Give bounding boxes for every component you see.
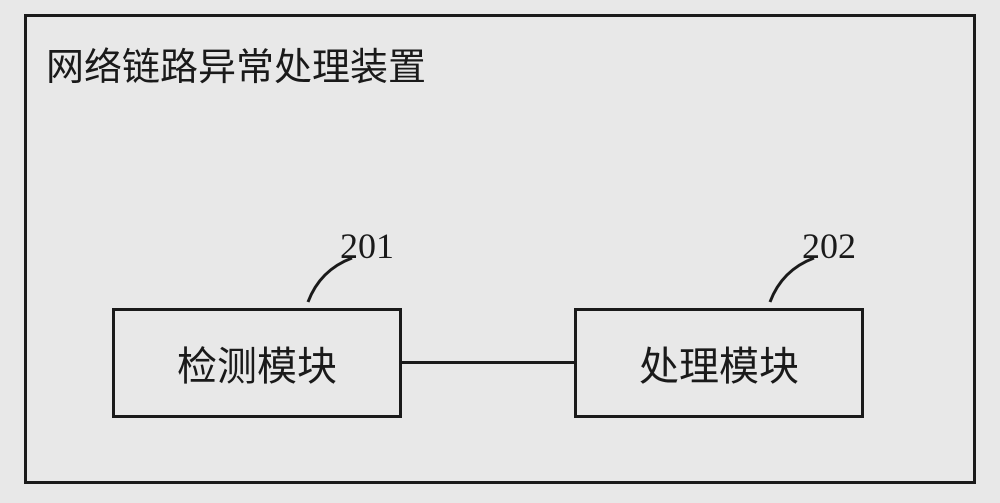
module-process: 处理模块	[574, 308, 864, 418]
diagram-title: 网络链路异常处理装置	[46, 36, 426, 91]
module-process-label: 处理模块	[639, 334, 799, 392]
reference-number-201: 201	[340, 225, 394, 267]
module-connector	[402, 361, 574, 364]
reference-number-202: 202	[802, 225, 856, 267]
module-detect-label: 检测模块	[177, 334, 337, 392]
module-detect: 检测模块	[112, 308, 402, 418]
